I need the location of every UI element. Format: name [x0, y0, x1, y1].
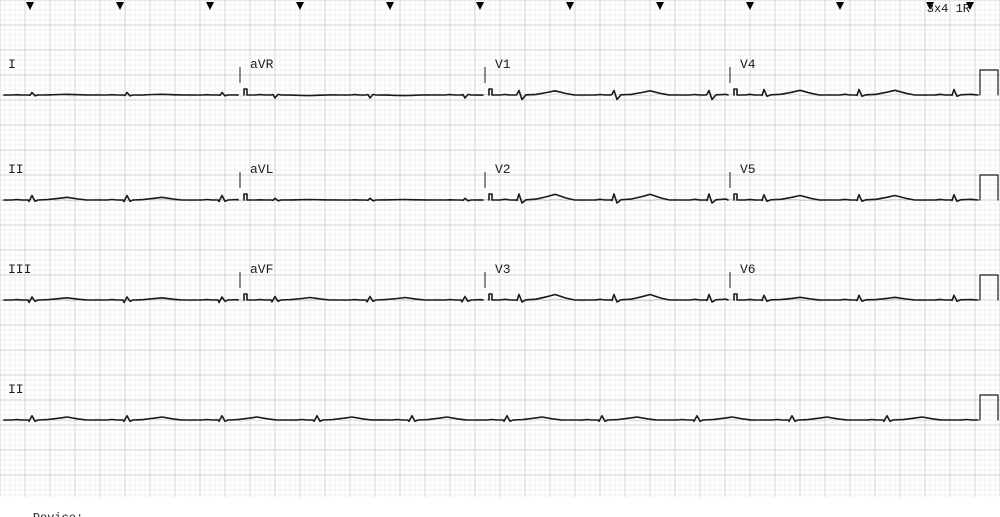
lead-label: V4 — [740, 57, 756, 72]
lead-label: aVL — [250, 162, 273, 177]
lead-label: V6 — [740, 262, 756, 277]
lead-label: II — [8, 162, 24, 177]
footer-bar: Device: MX-002 Speed: 25 mm/sec Limb: 10… — [0, 497, 1000, 517]
lead-label: V2 — [495, 162, 511, 177]
lead-label: aVF — [250, 262, 273, 277]
ecg-svg — [0, 0, 1000, 517]
lead-label: aVR — [250, 57, 273, 72]
lead-label: V3 — [495, 262, 511, 277]
lead-label: I — [8, 57, 16, 72]
ecg-strip: 3x4 1R IaVR V1 V4 II aVL V2 V5 III aVF V3 V6 II Dev… — [0, 0, 1000, 517]
lead-label: V5 — [740, 162, 756, 177]
lead-label: II — [8, 382, 24, 397]
footer-device-label: Device: — [33, 511, 83, 517]
layout-label: 3x4 1R — [927, 2, 970, 16]
lead-label: III — [8, 262, 31, 277]
lead-label: V1 — [495, 57, 511, 72]
